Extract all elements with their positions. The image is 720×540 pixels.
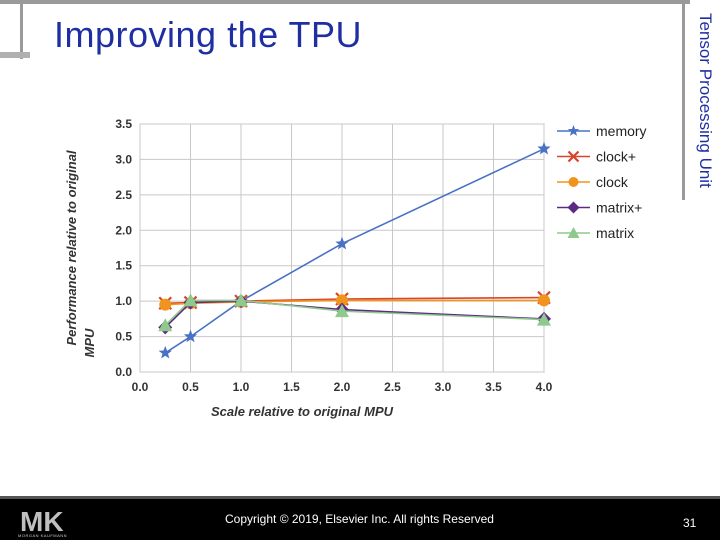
legend-item: matrix: [557, 225, 634, 241]
data-point: [538, 294, 550, 307]
logo-subtext: MORGAN KAUFMANN: [18, 533, 68, 538]
left-decor-line: [20, 4, 23, 59]
y-tick-label: 0.5: [115, 330, 132, 344]
slide-title: Improving the TPU: [54, 14, 362, 55]
data-point: [335, 236, 349, 250]
legend-marker: [567, 201, 580, 214]
x-tick-label: 2.5: [384, 380, 401, 394]
x-tick-label: 0.0: [132, 380, 149, 394]
right-decor-line: [682, 0, 685, 200]
y-axis-label-line: Performance relative to original: [64, 150, 79, 345]
data-point: [183, 329, 198, 343]
data-point: [158, 318, 173, 332]
copyright-text: Copyright © 2019, Elsevier Inc. All righ…: [225, 512, 494, 526]
y-axis-label: Performance relative to original MPU: [64, 150, 97, 357]
y-tick-label: 3.0: [115, 152, 132, 166]
y-tick-label: 0.0: [115, 365, 132, 379]
legend-marker: [567, 227, 580, 238]
y-tick-label: 2.5: [115, 188, 132, 202]
legend-label: matrix+: [596, 200, 642, 216]
data-point: [336, 294, 348, 307]
legend-marker: [567, 150, 580, 163]
data-point: [335, 304, 349, 318]
series-matrix: [158, 293, 551, 332]
data-point: [537, 141, 551, 155]
x-tick-label: 1.5: [283, 380, 300, 394]
side-label-text: Tensor Processing Unit: [696, 12, 715, 188]
legend-label: memory: [596, 123, 647, 139]
legend-item: memory: [557, 123, 647, 139]
y-tick-label: 2.0: [115, 223, 132, 237]
legend-item: clock+: [557, 149, 636, 165]
left-decor-bar: [0, 52, 30, 58]
data-point: [234, 293, 248, 307]
legend-item: matrix+: [557, 200, 642, 216]
x-tick-label: 3.5: [485, 380, 502, 394]
x-tick-label: 4.0: [536, 380, 553, 394]
data-point: [158, 345, 172, 359]
logo-text: MK: [20, 507, 64, 535]
data-point: [159, 298, 172, 311]
x-tick-label: 2.0: [334, 380, 351, 394]
data-point: [537, 312, 551, 326]
legend-item: clock: [557, 174, 629, 190]
performance-chart: 0.0 0.5 1.0 1.5 2.0 2.5 3.0 3.5 4.0 0.0 0.5 1.0 1.5 2…: [64, 117, 647, 419]
x-axis-label: Scale relative to original MPU: [211, 404, 394, 419]
data-point: [183, 293, 198, 307]
x-tick-label: 3.0: [435, 380, 452, 394]
side-label: Tensor Processing Unit: [690, 0, 720, 200]
x-tick-label: 1.0: [233, 380, 250, 394]
page-number: 31: [683, 516, 697, 530]
footer-bar: MK MORGAN KAUFMANN Copyright © 2019, Els…: [0, 496, 720, 540]
legend-label: clock+: [596, 149, 636, 165]
legend-marker: [567, 125, 580, 136]
y-tick-label: 1.0: [115, 294, 132, 308]
y-tick-label: 3.5: [115, 117, 132, 131]
x-tick-label: 0.5: [182, 380, 199, 394]
legend-marker-stroke: [567, 150, 580, 163]
top-decor-bar: [0, 0, 690, 4]
publisher-logo: MK: [20, 507, 64, 535]
y-tick-label: 1.5: [115, 259, 132, 273]
y-axis-label-line: MPU: [82, 328, 97, 358]
legend-marker: [568, 177, 579, 187]
legend-label: matrix: [596, 225, 634, 241]
legend-label: clock: [596, 174, 629, 190]
legend: memory clock+ clock matrix+ matrix: [557, 123, 647, 241]
